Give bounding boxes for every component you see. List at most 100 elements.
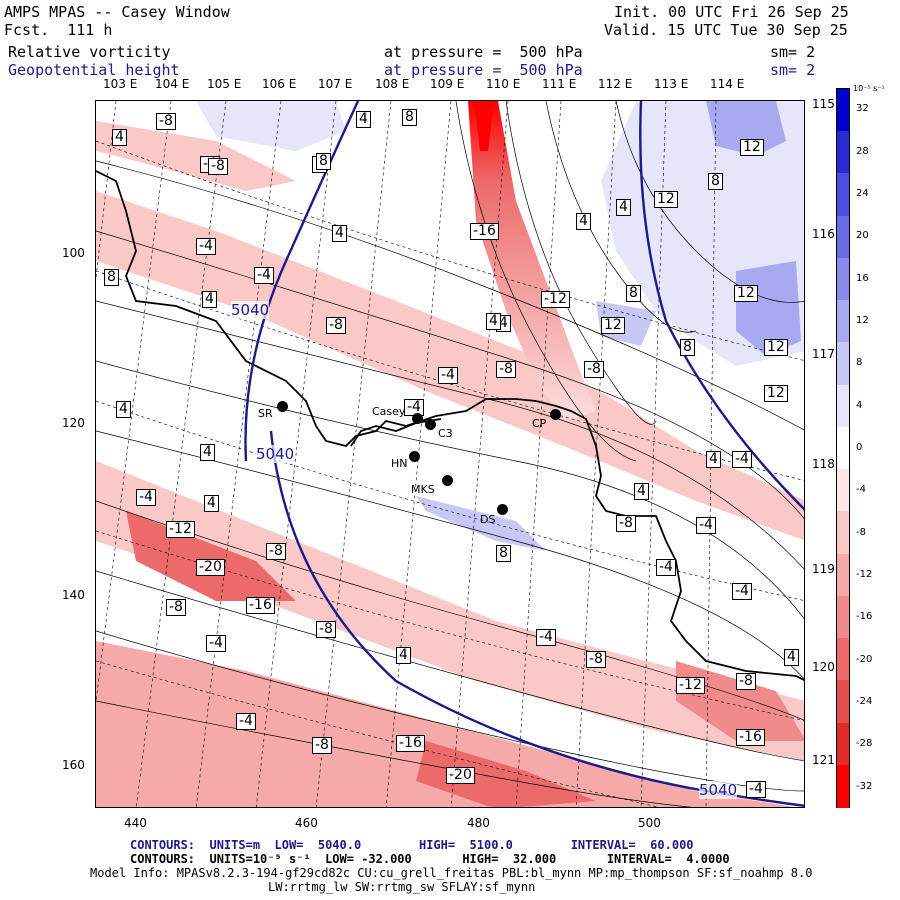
colorbar-tick-label: -8 [856,526,866,538]
vorticity-value-label: -8 [496,361,516,378]
vorticity-value-label: -8 [316,621,336,638]
station-label-hn: HN [391,457,408,470]
longitude-label: 108 E [375,77,410,91]
colorbar-swatch [837,638,849,682]
model-info: Model Info: MPASv8.2.3-194-gf29cd82c CU:… [90,866,813,880]
colorbar-swatch [837,680,849,724]
longitude-label: 111 E [542,77,577,91]
vorticity-value-label: 12 [740,139,764,156]
colorbar-tick-label: 20 [856,230,869,242]
colorbar-swatch [837,173,849,218]
colorbar-tick-label: 12 [856,314,869,326]
longitude-label: 109 E [430,77,465,91]
longitude-label: 104 E [155,77,190,91]
vorticity-value-label: -8 [312,737,332,754]
negative-vorticity-band [96,641,794,807]
positive-vorticity-band [416,496,546,551]
colorbar-swatch [837,342,849,387]
longitude-label: 106 E [262,77,297,91]
colorbar [836,88,850,809]
vorticity-value-label: -4 [404,399,424,416]
vorticity-value-label: 8 [316,153,331,170]
vorticity-value-label: 8 [626,285,641,302]
longitude-label: 103 E [103,77,138,91]
vorticity-value-label: 4 [200,444,215,461]
vorticity-value-label: -20 [446,767,475,784]
vorticity-value-label: 4 [396,647,411,664]
map-plot-area[interactable]: 5040 5040 5040 4-884-48-81281244-48-164-… [95,100,805,808]
station-label-sr: SR [258,407,273,420]
colorbar-swatch [837,131,849,175]
station-marker-sr[interactable] [277,401,288,412]
valid-time: Valid. 15 UTC Tue 30 Sep 25 [604,21,848,39]
colorbar-tick-label: -24 [856,696,873,708]
station-label-mks: MKS [411,483,435,496]
vorticity-value-label: 4 [706,451,721,468]
vorticity-value-label: -8 [326,317,346,334]
x-axis-tick: 460 [295,816,318,830]
station-marker-ds[interactable] [497,504,508,515]
colorbar-tick-label: 4 [856,399,863,411]
colorbar-swatch [837,215,849,260]
vorticity-value-label: 4 [116,401,131,418]
jet-streak-core [474,101,494,151]
station-label-casey: Casey [372,405,406,418]
colorbar-tick-label: -28 [856,738,873,750]
colorbar-swatch [837,300,849,344]
vorticity-value-label: -4 [746,781,766,798]
vorticity-value-label: -4 [536,629,556,646]
station-marker-casey[interactable] [412,413,423,424]
vorticity-value-label: -16 [470,223,499,240]
colorbar-tick-label: 16 [856,272,869,284]
vorticity-contour-info: CONTOURS: UNITS=10⁻⁵ s⁻¹ LOW= -32.000 HI… [130,852,730,866]
x-axis-tick: 440 [124,816,147,830]
vorticity-value-label: -4 [136,489,156,506]
station-marker-cp[interactable] [550,409,561,420]
vorticity-value-label: 12 [734,285,758,302]
x-axis-tick: 480 [467,816,490,830]
vorticity-value-label: -8 [736,673,756,690]
colorbar-tick-label: 8 [856,357,863,369]
vorticity-value-label: -20 [196,559,225,576]
field2-level: at pressure = 500 hPa [384,61,583,79]
positive-vorticity-core [706,101,786,156]
field2-smoothing: sm= 2 [770,61,816,79]
vorticity-value-label: 4 [356,111,371,128]
jet-streak-vorticity [468,101,596,421]
vorticity-value-label: 4 [616,199,631,216]
vorticity-value-label: -4 [206,635,226,652]
colorbar-swatch [837,595,849,640]
colorbar-swatch [837,722,849,767]
positive-vorticity-core [736,261,801,356]
colorbar-tick-label: 24 [856,187,869,199]
negative-vorticity-core [416,741,596,807]
colorbar-swatch [837,469,849,513]
vorticity-value-label: 12 [601,317,625,334]
station-label-ds: DS [480,513,496,526]
field1-level: at pressure = 500 hPa [384,43,583,61]
vorticity-value-label: -4 [254,267,274,284]
station-marker-hn[interactable] [409,451,420,462]
colorbar-swatch [837,89,849,133]
vorticity-value-label: -4 [196,238,216,255]
negative-vorticity-band [96,461,804,761]
vorticity-value-label: 12 [764,385,788,402]
vorticity-value-label: -4 [438,367,458,384]
longitude-label: 110 E [486,77,521,91]
longitude-label: 107 E [318,77,353,91]
vorticity-value-label: -8 [584,361,604,378]
vorticity-value-label: -12 [166,521,195,538]
station-marker-c3[interactable] [425,419,436,430]
station-marker-mks[interactable] [442,475,453,486]
vorticity-value-label: 4 [784,649,799,666]
negative-vorticity-band [96,121,296,191]
forecast-hour: Fcst. 111 h [4,21,113,39]
vorticity-value-label: 8 [496,545,511,562]
vorticity-value-label: 4 [634,483,649,500]
geopotential-height-contours [244,101,804,807]
colorbar-swatch [837,257,849,302]
vorticity-value-label: 8 [104,269,119,286]
vorticity-value-label: 8 [402,109,417,126]
colorbar-swatch [837,384,849,429]
vorticity-value-label: -4 [732,583,752,600]
